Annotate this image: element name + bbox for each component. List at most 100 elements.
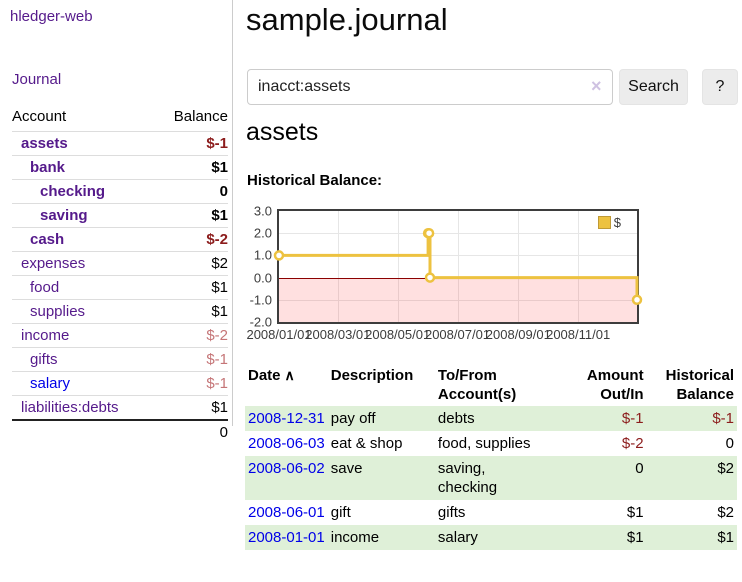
account-heading: assets (246, 118, 319, 146)
data-point (424, 272, 436, 283)
account-balance: $1 (155, 155, 228, 180)
series-line (273, 227, 643, 306)
account-link[interactable]: gifts (30, 351, 58, 368)
transaction-amount: $-1 (621, 410, 644, 427)
account-balance: $-1 (155, 371, 228, 396)
search-button[interactable]: Search (619, 69, 688, 105)
transaction-accounts: food, supplies (437, 435, 531, 452)
account-tree-header: Account Balance (12, 104, 228, 132)
register-header-historical-balance: Historical Balance (665, 367, 734, 403)
transaction-balance: $-1 (712, 410, 734, 427)
account-link[interactable]: saving (40, 207, 88, 224)
account-link[interactable]: checking (40, 183, 106, 200)
transaction-balance: $1 (717, 529, 734, 546)
account-row: food $1 (12, 275, 228, 300)
account-column-header: Account (12, 108, 67, 125)
account-link[interactable]: expenses (21, 255, 86, 272)
account-row: supplies $1 (12, 299, 228, 324)
nav-journal-link[interactable]: Journal (12, 71, 62, 88)
sort-asc-icon: ∧ (284, 367, 295, 383)
account-balance: $1 (155, 203, 228, 228)
transaction-balance: $2 (717, 504, 734, 521)
y-tick-label: 0.0 (253, 270, 272, 286)
legend-swatch-icon (597, 216, 611, 229)
balance-column-header: Balance (173, 108, 228, 125)
transaction-date-link[interactable]: 2008-12-31 (248, 410, 325, 427)
negative-region (279, 277, 637, 322)
register-header-amount-out-in: Amount Out/In (586, 367, 644, 403)
transaction-amount: 0 (635, 460, 644, 477)
account-row: bank $1 (12, 155, 228, 180)
y-tick-label: 3.0 (253, 203, 272, 219)
clear-search-icon[interactable]: × (591, 76, 602, 96)
register-row: 2008-12-31 pay off debts $-1 $-1 (245, 406, 737, 431)
account-balance: $-1 (155, 131, 228, 156)
account-row: checking 0 (12, 179, 228, 204)
data-point (631, 294, 643, 306)
account-row: salary $-1 (12, 371, 228, 396)
x-tick-label: 2008/05/01 (365, 327, 431, 342)
account-balance: $1 (155, 395, 228, 420)
account-link[interactable]: food (30, 279, 60, 296)
register-table: Date ∧ Description To/From Account(s) Amount… (245, 364, 737, 550)
account-total-spacer (12, 418, 156, 444)
y-tick-label: -1.0 (249, 292, 272, 308)
help-button[interactable]: ? (702, 69, 738, 105)
register-row: 2008-06-03 eat & shop food, supplies $-2 0 (245, 431, 737, 456)
transaction-accounts: debts (437, 410, 475, 427)
transaction-accounts: gifts (437, 504, 466, 521)
account-row: gifts $-1 (12, 347, 228, 372)
account-row: cash $-2 (12, 227, 228, 252)
transaction-amount: $1 (626, 504, 644, 521)
register-header-date[interactable]: Date ∧ (248, 367, 295, 384)
transaction-date-link[interactable]: 2008-01-01 (248, 529, 325, 546)
x-tick-label: 2008/07/01 (424, 327, 491, 342)
chart-plot-area: $ (273, 209, 643, 324)
account-row: income $-2 (12, 323, 228, 348)
transaction-description: gift (330, 504, 351, 521)
account-link[interactable]: assets (21, 135, 68, 152)
transaction-description: income (330, 529, 380, 546)
transaction-balance: 0 (725, 435, 734, 452)
transaction-date-link[interactable]: 2008-06-01 (248, 504, 325, 521)
transaction-balance: $2 (717, 460, 734, 477)
account-row: expenses $2 (12, 251, 228, 276)
account-link[interactable]: salary (30, 375, 71, 392)
register-row: 2008-06-02 save saving, checking 0 $2 (245, 456, 737, 500)
transaction-date-link[interactable]: 2008-06-02 (248, 460, 325, 477)
account-balance: 0 (155, 179, 228, 204)
register-row: 2008-06-01 gift gifts $1 $2 (245, 500, 737, 525)
chart-legend: $ (597, 215, 621, 230)
register-header-row: Date ∧ Description To/From Account(s) Amount… (245, 364, 737, 406)
transaction-description: pay off (330, 410, 376, 427)
account-link[interactable]: income (21, 327, 70, 344)
transaction-amount: $-2 (621, 435, 644, 452)
search-input[interactable] (247, 69, 613, 105)
account-balance: $-2 (155, 323, 228, 348)
account-balance: $1 (155, 275, 228, 300)
account-balance: $-1 (155, 347, 228, 372)
account-link[interactable]: bank (30, 159, 66, 176)
transaction-date-link[interactable]: 2008-06-03 (248, 435, 325, 452)
account-row: assets $-1 (12, 131, 228, 156)
x-tick-label: 2008/01/01 (246, 327, 312, 342)
account-total-balance: 0 (155, 418, 228, 444)
data-point (273, 250, 285, 261)
register-header-description: Description (330, 367, 414, 384)
transaction-description: save (330, 460, 363, 477)
account-balance: $1 (155, 299, 228, 324)
x-tick-label: 2008/11/01 (546, 327, 611, 342)
sidebar-divider (232, 0, 233, 426)
register-header-to-from-account-s-: To/From Account(s) (437, 367, 517, 403)
page-title: sample.journal (246, 2, 448, 37)
chart-title: Historical Balance: (247, 172, 383, 189)
data-point (423, 227, 435, 239)
x-tick-label: 2008/03/01 (305, 327, 371, 342)
account-link[interactable]: cash (30, 231, 65, 248)
x-tick-label: 2008/09/01 (485, 327, 551, 342)
account-link[interactable]: liabilities:debts (21, 398, 119, 416)
brand-link[interactable]: hledger-web (10, 8, 93, 25)
legend-label: $ (613, 215, 621, 230)
account-link[interactable]: supplies (30, 303, 86, 320)
historical-balance-chart: $ 3.0 2.0 1.0 0.0 -1.0 -2.0 2008/01/01 2008/03/… (240, 200, 742, 352)
